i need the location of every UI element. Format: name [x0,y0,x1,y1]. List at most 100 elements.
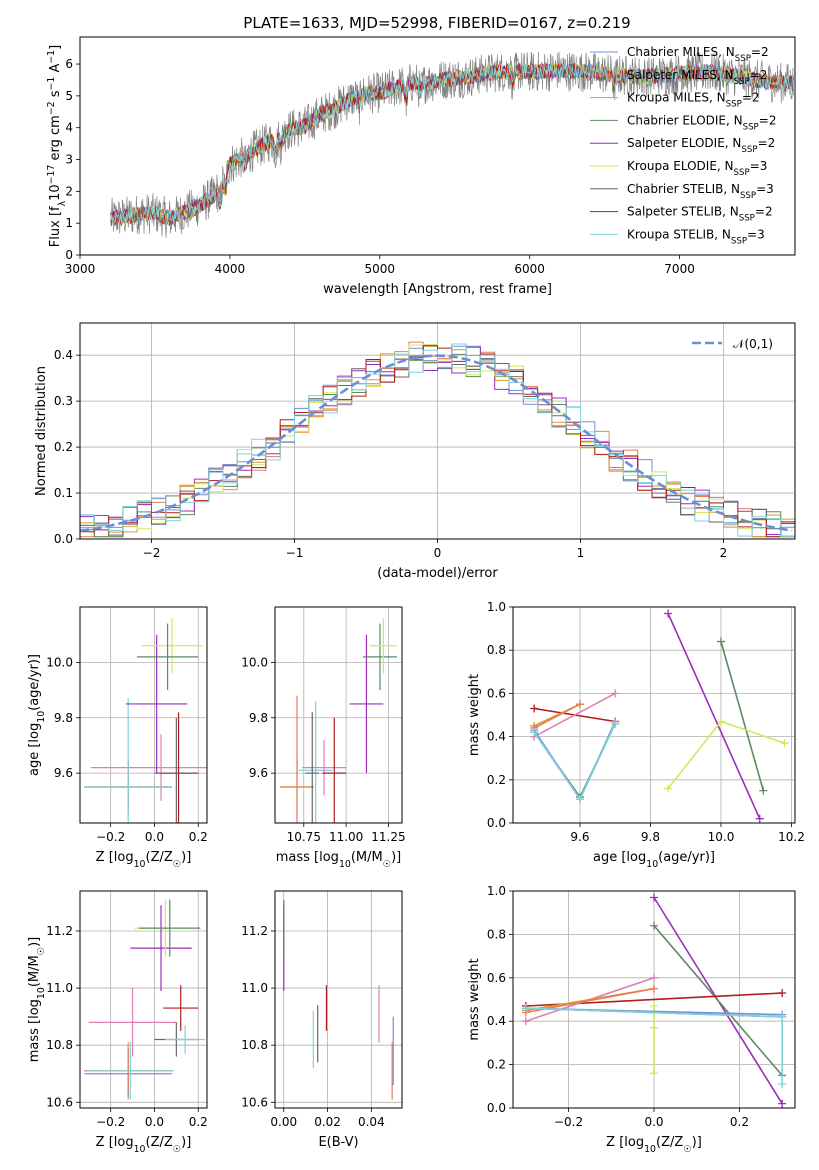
errorbar-cross [165,1025,205,1054]
x-tick-label: 11.25 [371,830,405,844]
x-tick-label: 0 [434,546,442,560]
plot-area [521,893,787,1108]
errorbar-cross [86,1042,175,1100]
axes-frame [512,606,796,824]
plus-marker [530,704,539,713]
plus-marker [716,637,725,646]
residual-histogram [80,343,795,538]
x-tick-label: −0.2 [96,1115,125,1129]
y-tick-label: 4 [65,121,73,135]
y-tick-label: 0.4 [54,348,73,362]
x-tick-label: 7000 [664,262,695,276]
y-tick-label: 0.2 [487,1058,506,1072]
errorbar-cross [349,634,384,774]
y-tick-label: 10.8 [241,1038,268,1052]
plus-marker [759,786,768,795]
y-tick-label: 6 [65,57,73,71]
spectrum-legend: Chabrier MILES, NSSP=2 Salpeter MILES, NS… [590,45,776,246]
x-tick-label: 3000 [65,262,96,276]
plus-marker [650,1023,658,1032]
x-tick-label: −0.2 [554,1115,583,1129]
y-tick-label: 11.2 [46,924,73,938]
legend-label: Salpeter MILES, NSSP=2 [627,68,767,87]
y-tick-label: 9.6 [54,766,73,780]
y-tick-label: 0.4 [487,1014,506,1028]
massweight-series [521,1004,787,1089]
plus-marker [650,893,658,902]
y-tick-label: 9.8 [249,711,268,725]
plus-marker [664,784,673,793]
legend-label: Kroupa STELIB, NSSP=3 [627,227,765,246]
y-axis-label: mass [log10(M/M☉)] [27,937,47,1063]
errorbar-cross [136,623,199,691]
y-tick-label: 0.0 [487,816,506,830]
massweight-line [653,925,783,1077]
x-axis-label: mass [log10(M/M☉)] [276,850,402,870]
massweight-series [664,609,764,823]
errorbar-cross [298,701,333,823]
x-tick-label: 0.04 [358,1115,385,1129]
y-tick-label: 0.0 [487,1101,506,1115]
residual-histogram [80,345,795,538]
x-tick-label: 9.8 [641,830,660,844]
plus-marker [778,1012,787,1021]
plus-marker [521,1017,530,1026]
plot-area [280,618,397,823]
plus-marker [611,689,620,698]
y-tick-label: 0.4 [487,730,506,744]
plus-marker [664,609,673,618]
panel-mass-vs-Z: −0.2 0.0 0.2 10.6 10.8 11.0 11.2 Z [log10(Z/Z☉)… [27,890,208,1155]
massweight-line [720,641,765,791]
errorbar-cross [141,618,203,674]
y-tick-label: 10.6 [241,1095,268,1109]
x-tick-label: 0.2 [730,1115,749,1129]
x-tick-label: 0.2 [189,1115,208,1129]
errorbar-cross [88,988,177,1057]
x-tick-label: 9.6 [570,830,589,844]
axes-frame [79,890,208,1109]
x-axis-label: (data-model)/error [377,566,498,581]
massweight-line [533,721,616,801]
legend-label: Chabrier ELODIE, NSSP=2 [627,113,776,132]
plus-marker [650,1069,658,1078]
y-tick-label: 11.0 [241,981,268,995]
errorbar-cross [90,734,207,801]
y-tick-label: 0.6 [487,686,506,700]
x-tick-label: 0.00 [270,1115,297,1129]
y-tick-label: 1.0 [487,884,506,898]
y-tick-label: 11.0 [46,981,73,995]
massweight-series [716,637,768,795]
y-axis-label: Normed distribution [34,366,49,496]
errorbar-cross [322,717,347,823]
x-tick-label: 10.75 [287,830,321,844]
plus-marker [650,1002,658,1011]
legend-label: Salpeter ELODIE, NSSP=2 [627,136,775,155]
massweight-series [530,719,620,804]
plus-marker [521,1004,530,1013]
y-tick-label: 0 [65,248,73,262]
massweight-series [664,717,789,793]
x-tick-label: −1 [286,546,304,560]
massweight-line [533,692,616,738]
errorbar-cross [163,985,199,1031]
massweight-series [650,921,787,1080]
x-tick-label: 6000 [514,262,545,276]
x-tick-label: 0.02 [314,1115,341,1129]
y-tick-label: 0.8 [487,927,506,941]
plus-marker [530,728,539,737]
gaussian-curve [80,354,793,533]
y-tick-label: 10.6 [46,1095,73,1109]
plus-marker [780,739,789,748]
plus-marker [575,795,584,804]
model-spectrum-line [110,62,794,225]
y-tick-label: 10.0 [241,655,268,669]
errorbar-cross [139,899,201,957]
plot-area [80,341,795,538]
massweight-line [533,703,581,729]
x-tick-label: 0.2 [189,830,208,844]
plus-marker [778,1099,787,1108]
plot-area [110,51,794,238]
plus-marker [611,719,620,728]
x-tick-label: 4000 [215,262,246,276]
x-tick-label: 1 [577,546,585,560]
